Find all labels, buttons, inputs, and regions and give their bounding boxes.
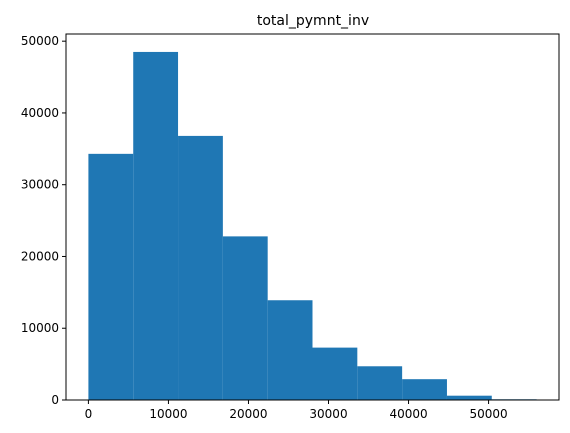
histogram-bar-7 — [402, 379, 447, 400]
x-tick-label-5: 50000 — [469, 407, 507, 421]
x-axis-ticks: 0 10000 20000 30000 40000 50000 — [85, 400, 508, 421]
histogram-bar-0 — [88, 154, 133, 400]
x-tick-label-1: 10000 — [149, 407, 187, 421]
histogram-bar-2 — [178, 136, 223, 400]
y-tick-label-2: 20000 — [21, 249, 59, 263]
y-tick-label-0: 0 — [51, 393, 59, 407]
histogram-bar-8 — [447, 396, 492, 400]
y-tick-label-1: 10000 — [21, 321, 59, 335]
y-tick-label-5: 50000 — [21, 34, 59, 48]
bars-group — [88, 52, 536, 400]
y-tick-label-3: 30000 — [21, 178, 59, 192]
x-tick-label-0: 0 — [85, 407, 93, 421]
x-tick-label-2: 20000 — [229, 407, 267, 421]
histogram-bar-4 — [268, 300, 313, 400]
histogram-bar-1 — [133, 52, 178, 400]
histogram-bar-3 — [223, 236, 268, 400]
x-tick-label-3: 30000 — [309, 407, 347, 421]
y-tick-label-4: 40000 — [21, 106, 59, 120]
x-tick-label-4: 40000 — [389, 407, 427, 421]
y-axis-ticks: 0 10000 20000 30000 40000 50000 — [21, 34, 66, 407]
histogram-bar-6 — [357, 366, 402, 400]
chart-title: total_pymnt_inv — [257, 13, 369, 29]
histogram-bar-5 — [313, 348, 358, 400]
